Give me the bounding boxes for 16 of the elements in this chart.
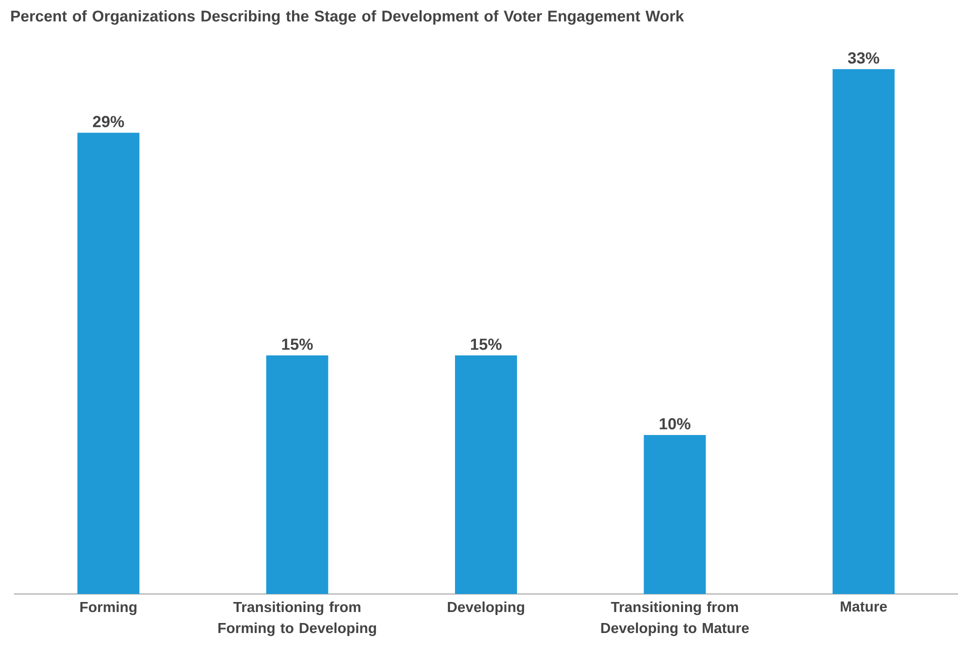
data-label: 15%	[471, 338, 502, 350]
bar	[832, 69, 895, 594]
x-tick-label: Developing	[448, 602, 524, 616]
bar	[77, 132, 140, 594]
chart-title: Percent of Organizations Describing the Stage of Development of Voter Engagement Work	[11, 10, 684, 25]
data-label: 10%	[660, 418, 690, 430]
data-label: 29%	[92, 116, 124, 128]
data-label: 15%	[282, 338, 313, 350]
x-tick-label: Transitioning from Developing to Mature	[601, 602, 749, 636]
x-tick-label: Transitioning from Forming to Developing	[218, 602, 376, 636]
x-tick-label: Forming	[80, 602, 136, 616]
x-tick-label: Mature	[840, 602, 887, 612]
bar	[455, 355, 518, 594]
bar	[644, 434, 706, 594]
bar	[266, 355, 328, 594]
data-label: 33%	[848, 52, 880, 64]
